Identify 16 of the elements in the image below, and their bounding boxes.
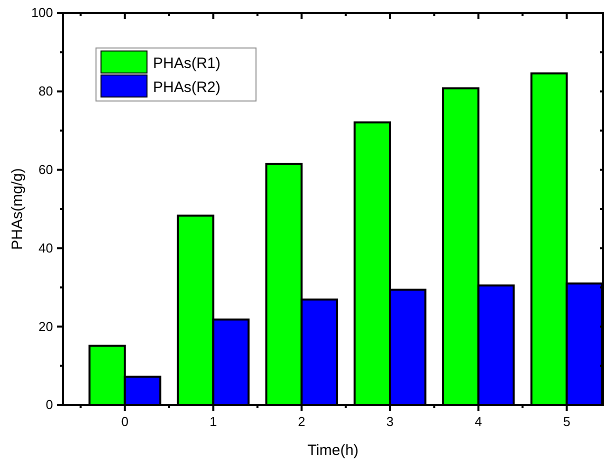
y-tick-label: 60 (38, 162, 53, 177)
legend-label: PHAs(R1) (153, 55, 221, 72)
x-tick-label: 0 (121, 414, 128, 430)
y-tick-label: 20 (38, 318, 53, 334)
x-tick-label: 2 (298, 414, 306, 430)
legend-label: PHAs(R2) (153, 79, 221, 96)
x-tick-label: 4 (474, 414, 482, 430)
y-tick-label: 80 (38, 84, 53, 99)
y-tick-label: 0 (46, 397, 53, 412)
y-axis-title: PHAs(mg/g) (9, 168, 26, 250)
x-axis-title: Time(h) (307, 442, 359, 459)
x-tick-label: 5 (563, 414, 570, 430)
y-tick-label: 100 (31, 5, 53, 20)
x-tick-label: 3 (386, 414, 394, 430)
y-tick-label: 40 (38, 240, 53, 256)
x-tick-label: 1 (210, 414, 217, 430)
